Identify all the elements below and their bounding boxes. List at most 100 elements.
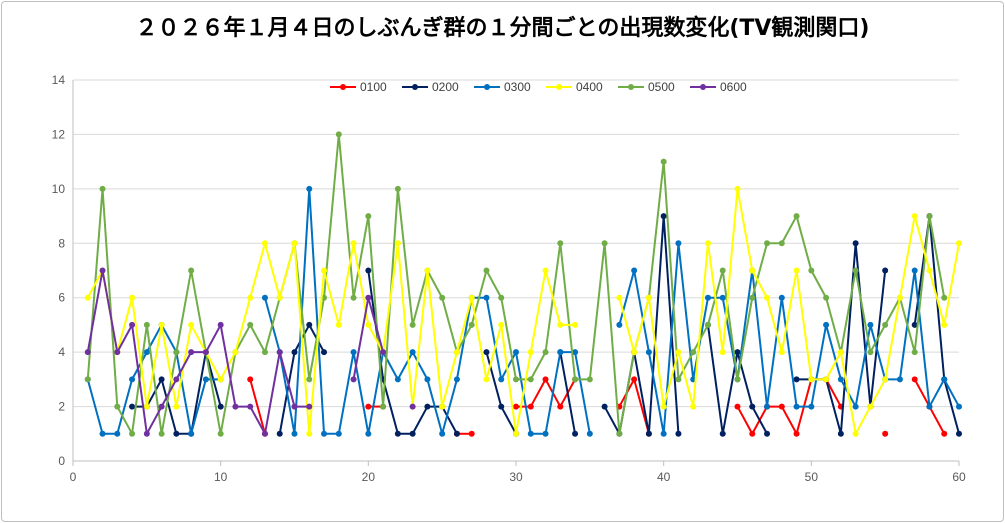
y-tick-label-10: 10 bbox=[52, 182, 66, 196]
data-point-0600-6 bbox=[158, 403, 165, 410]
data-point-0400-42 bbox=[690, 403, 697, 410]
data-point-0400-32 bbox=[542, 267, 549, 274]
legend-swatch-marker-0400 bbox=[556, 84, 562, 90]
data-point-0200-17 bbox=[321, 349, 328, 356]
series-0200 bbox=[129, 213, 962, 437]
legend: 0100 0200 0300 0400 0500 0600 bbox=[330, 80, 747, 94]
data-point-0400-1 bbox=[84, 294, 91, 301]
data-point-0500-53 bbox=[852, 267, 859, 274]
data-point-0100-31 bbox=[527, 403, 534, 410]
data-point-0400-15 bbox=[291, 240, 298, 247]
data-point-0500-10 bbox=[217, 430, 224, 437]
data-point-0400-4 bbox=[129, 294, 136, 301]
legend-label-0300: 0300 bbox=[504, 80, 531, 94]
data-point-0500-27 bbox=[468, 321, 475, 328]
data-point-0200-10 bbox=[217, 403, 224, 410]
data-point-0500-54 bbox=[867, 349, 874, 356]
data-point-0300-3 bbox=[114, 430, 121, 437]
data-point-0200-29 bbox=[498, 403, 505, 410]
data-point-0200-44 bbox=[719, 430, 726, 437]
legend-label-0400: 0400 bbox=[576, 80, 603, 94]
data-point-0200-24 bbox=[424, 403, 431, 410]
data-point-0300-51 bbox=[823, 321, 830, 328]
data-point-0100-48 bbox=[778, 403, 785, 410]
data-point-0600-14 bbox=[276, 349, 283, 356]
data-point-0400-60 bbox=[956, 240, 962, 247]
series-0600 bbox=[84, 267, 416, 437]
data-point-0300-4 bbox=[129, 376, 136, 383]
data-point-0500-23 bbox=[409, 321, 416, 328]
data-point-0400-58 bbox=[926, 267, 933, 274]
data-point-0400-26 bbox=[453, 349, 460, 356]
data-point-0600-12 bbox=[247, 403, 254, 410]
data-point-0500-37 bbox=[616, 430, 623, 437]
data-point-0400-37 bbox=[616, 294, 623, 301]
data-point-0400-45 bbox=[734, 185, 741, 192]
data-point-0500-1 bbox=[84, 376, 91, 383]
data-point-0600-1 bbox=[84, 349, 91, 356]
data-point-0500-48 bbox=[778, 240, 785, 247]
data-point-0400-34 bbox=[572, 321, 579, 328]
data-point-0400-41 bbox=[675, 349, 682, 356]
data-point-0500-22 bbox=[394, 185, 401, 192]
data-point-0200-26 bbox=[453, 430, 460, 437]
data-point-0500-43 bbox=[704, 321, 711, 328]
series-line-0200 bbox=[559, 351, 577, 434]
data-point-0400-7 bbox=[173, 403, 180, 410]
chart-title: ２０２６年１月４日のしぶんぎ群の１分間ごとの出現数変化(TV観測関口) bbox=[135, 16, 870, 41]
data-point-0400-49 bbox=[793, 267, 800, 274]
data-point-0400-38 bbox=[631, 349, 638, 356]
data-point-0300-34 bbox=[572, 349, 579, 356]
data-point-0200-60 bbox=[956, 430, 962, 437]
data-point-0300-44 bbox=[719, 294, 726, 301]
legend-item-0600: 0600 bbox=[690, 80, 747, 94]
data-point-0500-46 bbox=[749, 294, 756, 301]
data-point-0400-6 bbox=[158, 321, 165, 328]
data-point-0100-30 bbox=[513, 403, 519, 410]
data-point-0400-20 bbox=[365, 321, 372, 328]
data-point-0400-44 bbox=[719, 349, 726, 356]
data-point-0200-23 bbox=[409, 430, 416, 437]
data-point-0200-47 bbox=[764, 430, 771, 437]
data-point-0500-42 bbox=[690, 349, 697, 356]
data-point-0400-18 bbox=[335, 321, 342, 328]
data-point-0400-46 bbox=[749, 267, 756, 274]
gridlines bbox=[73, 79, 959, 408]
legend-item-0200: 0200 bbox=[402, 80, 459, 94]
data-point-0300-5 bbox=[143, 349, 150, 356]
data-point-0600-23 bbox=[409, 403, 416, 410]
data-point-0100-27 bbox=[468, 430, 475, 437]
data-point-0500-59 bbox=[941, 294, 948, 301]
data-point-0100-38 bbox=[631, 376, 638, 383]
data-point-0300-60 bbox=[956, 403, 962, 410]
data-point-0500-25 bbox=[439, 294, 446, 301]
data-point-0500-55 bbox=[882, 321, 889, 328]
data-point-0300-23 bbox=[409, 349, 416, 356]
y-tick-label-12: 12 bbox=[52, 127, 66, 141]
data-point-0200-49 bbox=[793, 376, 800, 383]
data-point-0300-48 bbox=[778, 294, 785, 301]
data-point-0600-19 bbox=[350, 376, 357, 383]
data-point-0200-53 bbox=[852, 240, 859, 247]
data-point-0400-13 bbox=[261, 240, 268, 247]
data-point-0400-29 bbox=[498, 321, 505, 328]
data-point-0200-57 bbox=[911, 321, 918, 328]
data-point-0400-59 bbox=[941, 321, 948, 328]
y-tick-label-4: 4 bbox=[58, 345, 65, 359]
data-point-0600-8 bbox=[188, 349, 195, 356]
x-tick-label-0: 0 bbox=[70, 470, 77, 484]
series-line-0100 bbox=[249, 379, 266, 435]
data-point-0300-56 bbox=[896, 376, 903, 383]
data-point-0100-46 bbox=[749, 430, 756, 437]
series-line-0600 bbox=[86, 269, 310, 435]
series-layer bbox=[84, 131, 962, 437]
legend-item-0300: 0300 bbox=[474, 80, 531, 94]
legend-label-0100: 0100 bbox=[360, 80, 387, 94]
data-point-0600-20 bbox=[365, 294, 372, 301]
data-point-0300-20 bbox=[365, 430, 372, 437]
data-point-0500-57 bbox=[911, 349, 918, 356]
series-line-0300 bbox=[618, 242, 960, 435]
y-tick-label-14: 14 bbox=[52, 73, 66, 87]
legend-item-0500: 0500 bbox=[618, 80, 675, 94]
